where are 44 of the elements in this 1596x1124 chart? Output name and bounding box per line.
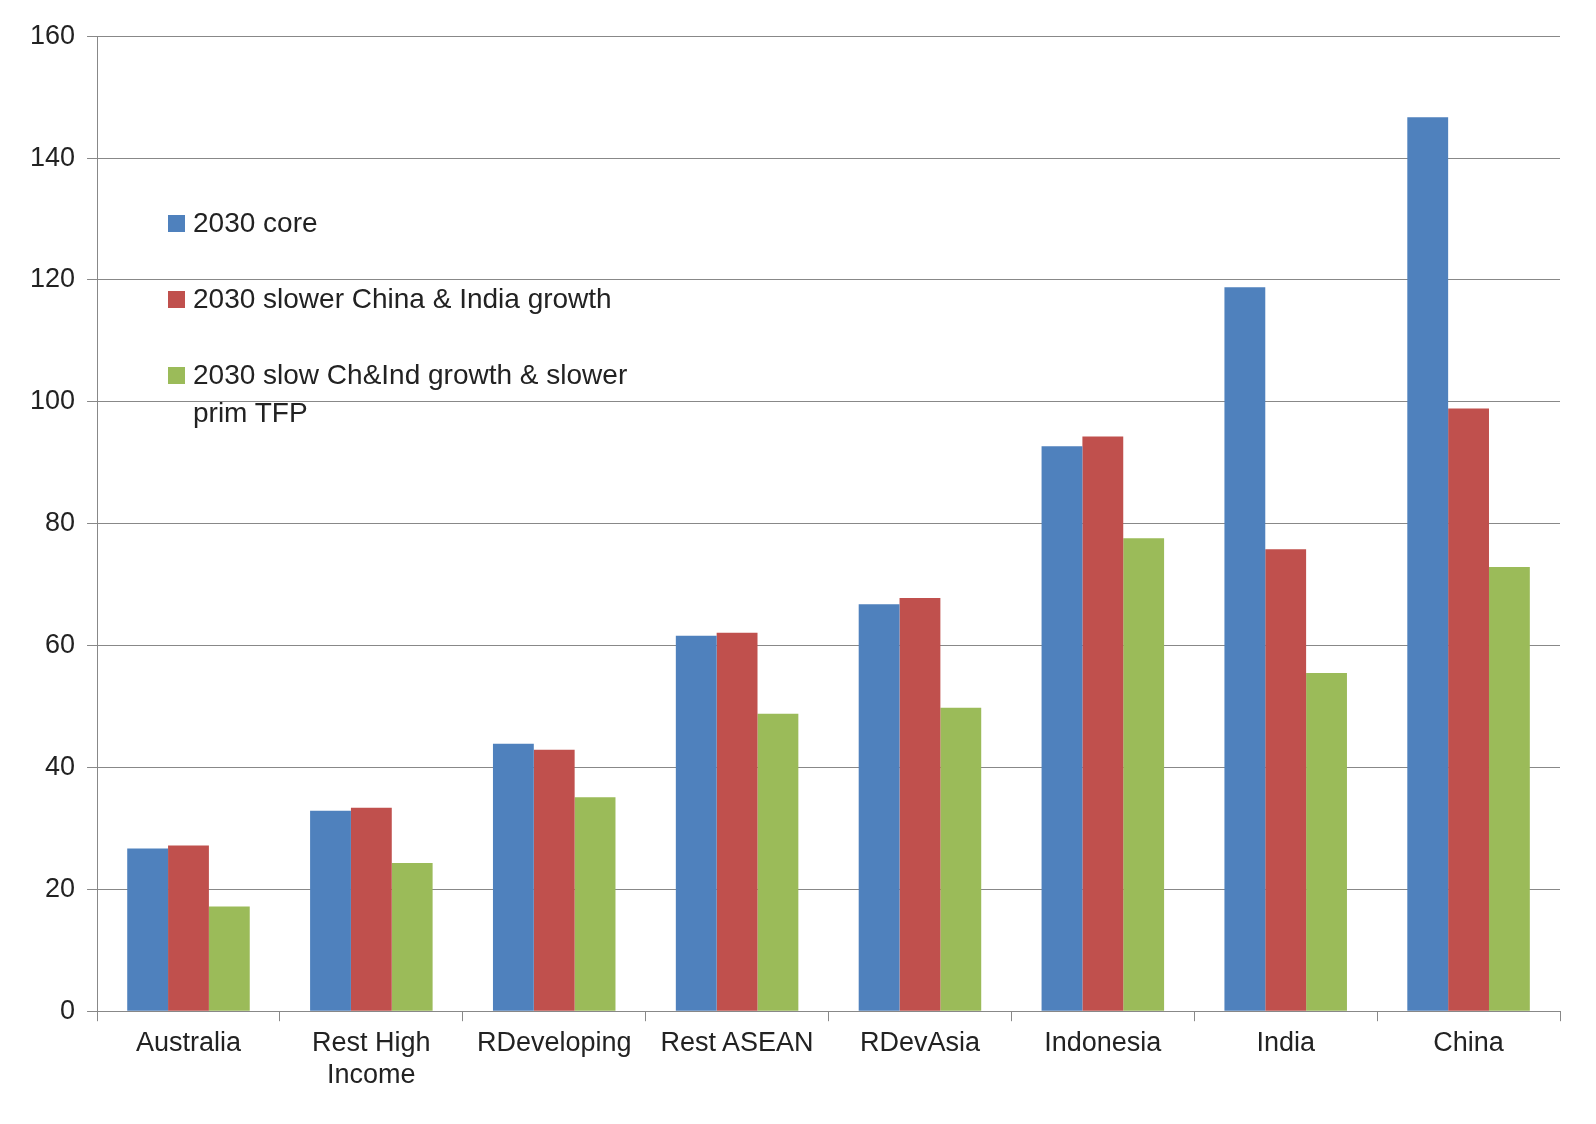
bar — [1123, 538, 1165, 1011]
bar — [940, 707, 982, 1011]
x-tick-label: Australia — [135, 1026, 242, 1057]
bar — [350, 807, 392, 1011]
bar — [675, 635, 717, 1011]
y-tick-label: 100 — [29, 385, 76, 416]
bar — [1306, 673, 1347, 1011]
bar — [716, 632, 758, 1011]
bar — [208, 906, 250, 1011]
bar — [1041, 446, 1083, 1011]
y-tick-label: 160 — [29, 19, 76, 50]
bar — [1448, 408, 1489, 1011]
x-tick-label: RDeveloping — [476, 1026, 632, 1057]
legend-label: 2030 core — [193, 206, 318, 240]
bar — [310, 810, 351, 1011]
y-tick-label: 0 — [60, 994, 76, 1025]
bar — [1407, 117, 1449, 1011]
x-tick-label: India — [1256, 1026, 1316, 1057]
y-tick-label: 140 — [29, 141, 76, 172]
bar — [1224, 287, 1266, 1011]
bar — [127, 848, 169, 1011]
bar — [858, 604, 900, 1011]
x-tick-label: China — [1433, 1026, 1505, 1057]
bar — [492, 743, 534, 1011]
bar — [574, 797, 616, 1011]
bar — [1488, 566, 1530, 1011]
bar — [391, 863, 433, 1011]
bar — [1265, 549, 1307, 1011]
x-tick-label: Indonesia — [1044, 1026, 1163, 1057]
y-tick-label: 20 — [45, 872, 76, 903]
x-tick-label: Rest ASEAN — [660, 1026, 814, 1057]
bar — [757, 713, 799, 1011]
x-tick-label: RDevAsia — [859, 1026, 981, 1057]
y-tick-label: 80 — [45, 507, 76, 538]
legend-label: 2030 slow Ch&Ind growth & slower prim TFP — [193, 358, 629, 430]
y-tick-label: 60 — [45, 629, 76, 660]
y-tick-label: 40 — [45, 750, 76, 781]
bar — [168, 845, 209, 1011]
bar — [899, 598, 941, 1011]
bar — [533, 749, 575, 1011]
bar — [1082, 436, 1124, 1011]
y-tick-label: 120 — [29, 263, 76, 294]
x-tick-label: Rest High Income — [312, 1026, 431, 1090]
legend-label: 2030 slower China & India growth — [193, 282, 612, 316]
